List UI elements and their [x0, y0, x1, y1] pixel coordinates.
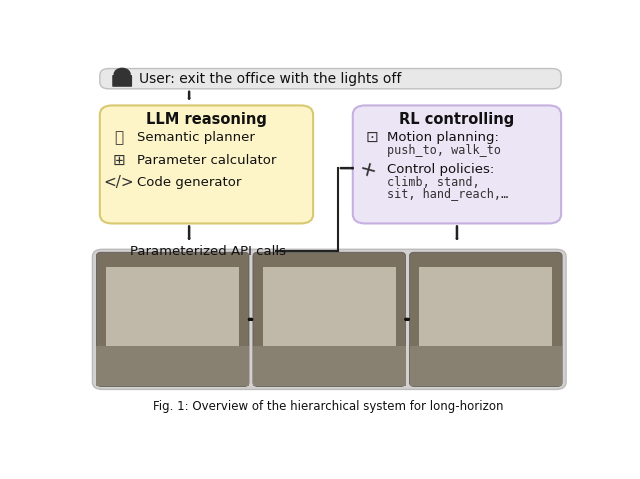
- FancyBboxPatch shape: [92, 249, 566, 389]
- FancyBboxPatch shape: [253, 346, 406, 387]
- Text: Parameter calculator: Parameter calculator: [137, 153, 276, 167]
- Text: Motion planning:: Motion planning:: [387, 131, 499, 144]
- Text: ⊡: ⊡: [365, 130, 378, 146]
- Text: LLM reasoning: LLM reasoning: [146, 112, 267, 127]
- Text: ⊞: ⊞: [112, 152, 125, 168]
- FancyBboxPatch shape: [97, 252, 249, 387]
- FancyBboxPatch shape: [100, 105, 313, 223]
- FancyBboxPatch shape: [106, 267, 239, 365]
- Text: push_to, walk_to: push_to, walk_to: [387, 144, 500, 157]
- FancyBboxPatch shape: [97, 346, 249, 387]
- FancyBboxPatch shape: [353, 105, 561, 223]
- FancyBboxPatch shape: [253, 252, 406, 387]
- Text: sit, hand_reach,…: sit, hand_reach,…: [387, 187, 508, 200]
- FancyBboxPatch shape: [419, 267, 552, 365]
- Text: </>: </>: [104, 175, 134, 190]
- Circle shape: [114, 68, 130, 80]
- Text: RL controlling: RL controlling: [399, 112, 515, 127]
- Text: Code generator: Code generator: [137, 176, 241, 189]
- FancyBboxPatch shape: [410, 252, 562, 387]
- Text: Control policies:: Control policies:: [387, 163, 494, 176]
- FancyBboxPatch shape: [410, 346, 562, 387]
- Text: Fig. 1: Overview of the hierarchical system for long-horizon: Fig. 1: Overview of the hierarchical sys…: [153, 399, 503, 412]
- FancyBboxPatch shape: [100, 68, 561, 89]
- Text: Semantic planner: Semantic planner: [137, 131, 255, 144]
- Text: User: exit the office with the lights off: User: exit the office with the lights of…: [138, 72, 401, 86]
- Text: 🗺: 🗺: [114, 130, 124, 146]
- Text: ✕: ✕: [358, 159, 380, 182]
- Text: climb, stand,: climb, stand,: [387, 176, 479, 189]
- FancyBboxPatch shape: [112, 75, 132, 87]
- Text: Parameterized API calls: Parameterized API calls: [129, 245, 285, 258]
- FancyBboxPatch shape: [263, 267, 396, 365]
